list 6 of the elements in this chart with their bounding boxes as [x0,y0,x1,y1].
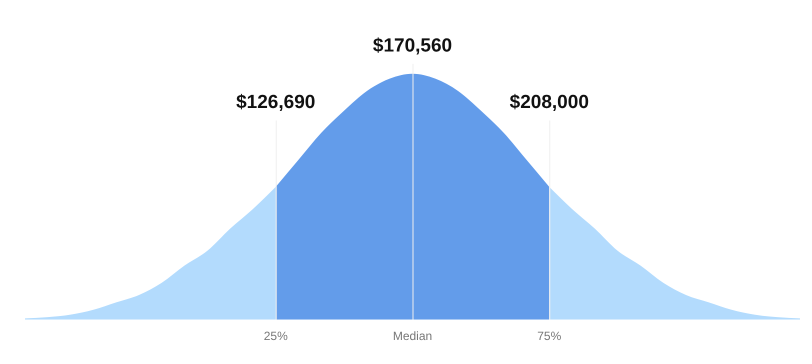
x-tick-label: 75% [537,329,562,344]
x-tick-label: Median [392,329,432,344]
ref-line-label: $126,690 [236,92,316,114]
ref-line-label: $208,000 [510,92,589,114]
x-tick-label: 25% [264,329,288,344]
ref-line-label: $170,560 [372,36,452,57]
